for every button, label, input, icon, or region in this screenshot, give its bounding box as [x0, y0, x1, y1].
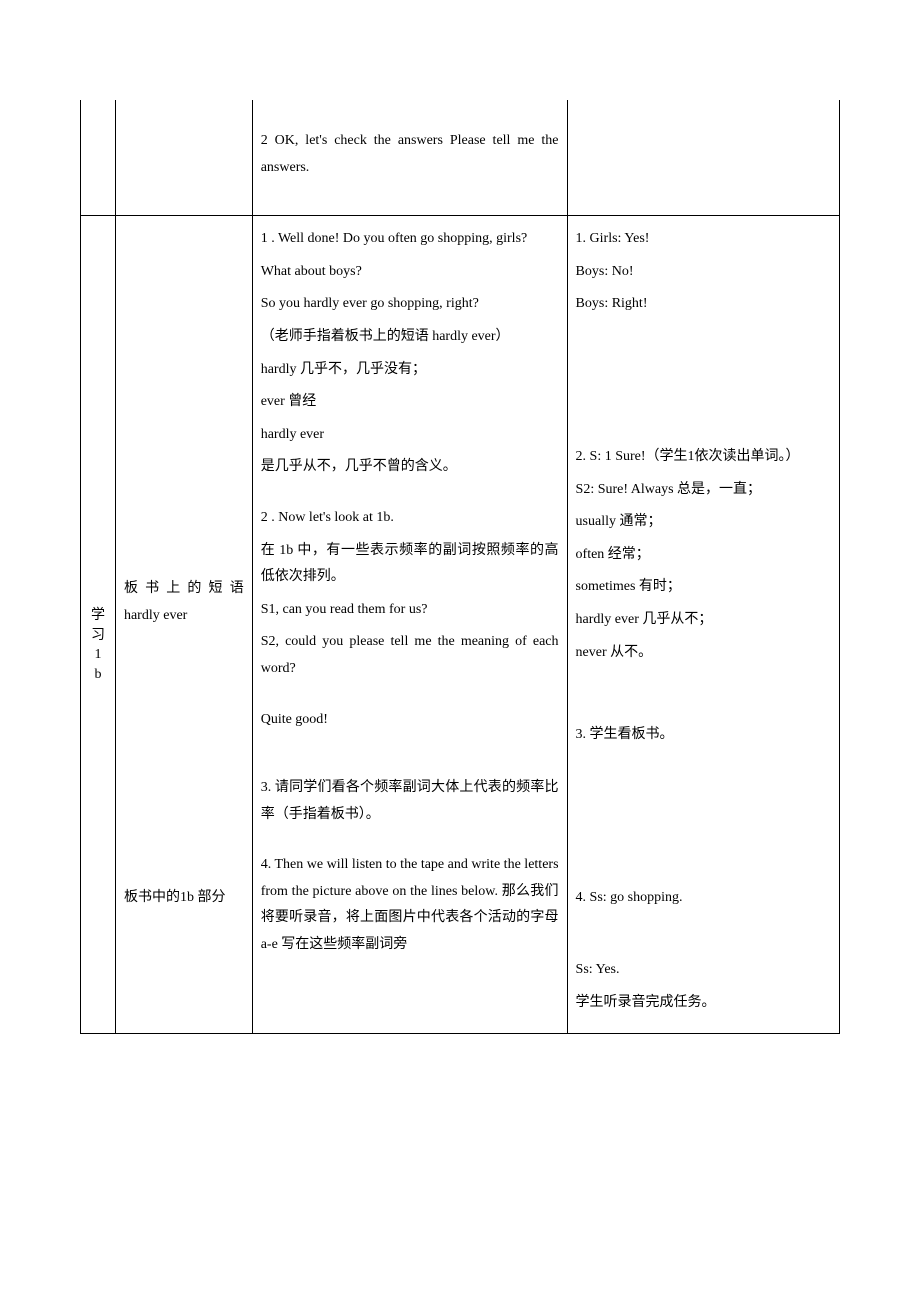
teacher-cell: 1 . Well done! Do you often go shopping,…	[252, 216, 567, 1033]
student-text: 4. Ss: go shopping.	[576, 885, 831, 912]
teacher-text: 3. 请同学们看各个频率副词大体上代表的频率比率（手指着板书）。	[261, 775, 559, 828]
stage-char: 学	[83, 606, 113, 626]
teacher-text: 1 . Well done! Do you often go shopping,…	[261, 226, 559, 253]
student-text: S2: Sure! Always 总是，一直；	[576, 477, 831, 504]
teacher-text: What about boys?	[261, 259, 559, 286]
page-container: 2 OK, let's check the answers Please tel…	[0, 0, 920, 1074]
student-text: 2. S: 1 Sure!（学生1依次读出单词。）	[576, 444, 831, 471]
lesson-table: 2 OK, let's check the answers Please tel…	[80, 100, 840, 1034]
teacher-text: hardly 几乎不，几乎没有；	[261, 357, 559, 384]
teacher-text: 是几乎从不，几乎不曾的含义。	[261, 454, 559, 481]
teacher-text: （老师手指着板书上的短语 hardly ever）	[261, 324, 559, 351]
teacher-cell: 2 OK, let's check the answers Please tel…	[252, 100, 567, 216]
student-text: 学生听录音完成任务。	[576, 990, 831, 1017]
material-text: 板书上的短语 hardly ever	[124, 576, 244, 629]
student-text: often 经常；	[576, 542, 831, 569]
material-cell	[115, 100, 252, 216]
student-text: 3. 学生看板书。	[576, 722, 831, 749]
teacher-text: So you hardly ever go shopping, right?	[261, 291, 559, 318]
stage-char: b	[83, 665, 113, 685]
teacher-text: ever 曾经	[261, 389, 559, 416]
student-text: Boys: Right!	[576, 291, 831, 318]
student-cell: 1. Girls: Yes! Boys: No! Boys: Right! 2.…	[567, 216, 839, 1033]
stage-char: 1	[83, 645, 113, 665]
teacher-text: Quite good!	[261, 707, 559, 734]
teacher-text: S1, can you read them for us?	[261, 597, 559, 624]
student-text: usually 通常；	[576, 509, 831, 536]
table-row: 2 OK, let's check the answers Please tel…	[81, 100, 840, 216]
student-text: hardly ever 几乎从不；	[576, 607, 831, 634]
teacher-text: S2, could you please tell me the meaning…	[261, 629, 559, 682]
material-text: 板书中的1b 部分	[124, 885, 244, 912]
table-row: 学 习 1 b 板书上的短语 hardly ever 板书中的1b 部分 1 .…	[81, 216, 840, 1033]
student-text: 1. Girls: Yes!	[576, 226, 831, 253]
stage-cell	[81, 100, 116, 216]
stage-char: 习	[83, 626, 113, 646]
teacher-text: hardly ever	[261, 422, 559, 449]
teacher-text: 在 1b 中，有一些表示频率的副词按照频率的高低依次排列。	[261, 538, 559, 591]
teacher-text: 2 . Now let's look at 1b.	[261, 505, 559, 532]
teacher-text: 2 OK, let's check the answers Please tel…	[261, 128, 559, 181]
material-cell: 板书上的短语 hardly ever 板书中的1b 部分	[115, 216, 252, 1033]
student-text: never 从不。	[576, 640, 831, 667]
teacher-text: 4. Then we will listen to the tape and w…	[261, 852, 559, 958]
student-cell	[567, 100, 839, 216]
student-text: Boys: No!	[576, 259, 831, 286]
student-text: sometimes 有时；	[576, 574, 831, 601]
student-text: Ss: Yes.	[576, 957, 831, 984]
stage-cell: 学 习 1 b	[81, 216, 116, 1033]
